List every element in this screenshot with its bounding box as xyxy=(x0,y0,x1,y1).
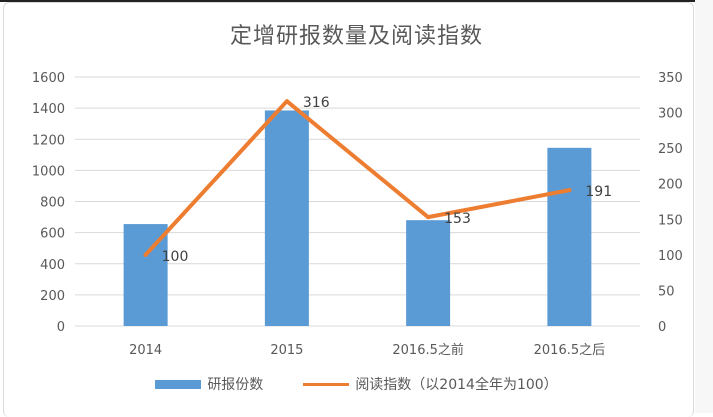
y-left-tick-label: 1400 xyxy=(32,102,65,117)
legend-item-line: 阅读指数（以2014全年为100） xyxy=(303,374,558,394)
y-right-tick-label: 0 xyxy=(658,320,666,335)
line-series xyxy=(143,99,572,257)
bar xyxy=(264,110,309,326)
data-label: 191 xyxy=(585,184,612,200)
y-left-tick-label: 400 xyxy=(40,258,65,273)
y-left-tick-label: 0 xyxy=(57,320,65,335)
y-left-tick-label: 600 xyxy=(40,227,65,242)
y-left-tick-label: 1600 xyxy=(32,71,65,86)
legend-line-swatch xyxy=(303,382,350,386)
y-right-tick-label: 50 xyxy=(658,284,675,299)
y-left-tick-label: 1000 xyxy=(32,164,65,179)
legend-bar-swatch xyxy=(155,379,202,389)
legend-bar-label: 研报份数 xyxy=(207,377,264,393)
y-left-tick-label: 1200 xyxy=(32,133,65,148)
right-edge xyxy=(695,0,713,413)
legend-line-label: 阅读指数（以2014全年为100） xyxy=(355,377,558,393)
line-point xyxy=(143,252,148,257)
top-edge xyxy=(0,0,713,2)
bar xyxy=(547,147,592,326)
data-label: 100 xyxy=(162,249,189,265)
chart-border xyxy=(3,2,694,417)
data-label: 153 xyxy=(444,211,471,227)
chart-title: 定增研报数量及阅读指数 xyxy=(229,24,483,49)
y-left-tick-label: 800 xyxy=(40,196,65,211)
y-right-tick-label: 350 xyxy=(658,71,683,86)
data-label: 316 xyxy=(303,95,330,111)
x-tick-label: 2014 xyxy=(129,343,162,358)
bar xyxy=(406,220,451,326)
line-point xyxy=(426,215,431,220)
x-tick-label: 2016.5之前 xyxy=(392,342,464,358)
y-right-tick-label: 150 xyxy=(658,213,683,228)
x-tick-label: 2016.5之后 xyxy=(534,343,606,358)
legend-item-bar: 研报份数 xyxy=(155,374,263,394)
x-tick-label: 2015 xyxy=(270,343,303,358)
y-right-tick-label: 200 xyxy=(658,178,683,193)
y-right-tick-label: 300 xyxy=(658,107,683,122)
y-right-tick-label: 250 xyxy=(658,142,683,157)
line-point xyxy=(567,188,572,193)
y-left-tick-label: 200 xyxy=(40,289,65,304)
chart-legend: 研报份数 阅读指数（以2014全年为100） xyxy=(0,374,713,394)
line-point xyxy=(284,99,289,104)
y-right-tick-label: 100 xyxy=(658,249,683,264)
